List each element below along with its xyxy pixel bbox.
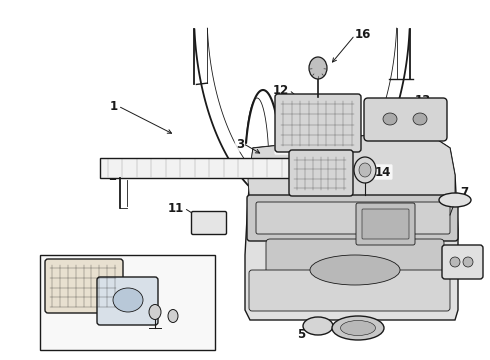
- FancyBboxPatch shape: [45, 259, 123, 313]
- Text: 2: 2: [108, 171, 116, 184]
- Ellipse shape: [303, 317, 333, 335]
- Text: 1: 1: [110, 99, 118, 112]
- FancyBboxPatch shape: [247, 195, 458, 241]
- Ellipse shape: [168, 310, 178, 323]
- Text: 12: 12: [273, 84, 289, 96]
- Ellipse shape: [341, 320, 375, 336]
- FancyBboxPatch shape: [97, 277, 158, 325]
- FancyBboxPatch shape: [362, 209, 409, 239]
- FancyBboxPatch shape: [192, 211, 226, 234]
- FancyBboxPatch shape: [364, 98, 447, 141]
- Text: 6: 6: [352, 328, 360, 341]
- Ellipse shape: [332, 316, 384, 340]
- Ellipse shape: [113, 288, 143, 312]
- Text: 13: 13: [415, 94, 431, 107]
- Ellipse shape: [439, 193, 471, 207]
- FancyBboxPatch shape: [266, 239, 444, 302]
- Ellipse shape: [149, 305, 161, 320]
- FancyBboxPatch shape: [289, 150, 353, 196]
- Ellipse shape: [413, 113, 427, 125]
- FancyBboxPatch shape: [249, 270, 450, 311]
- Ellipse shape: [450, 257, 460, 267]
- FancyBboxPatch shape: [100, 158, 333, 178]
- Text: 5: 5: [297, 328, 305, 341]
- Text: 8: 8: [462, 247, 470, 260]
- Ellipse shape: [463, 257, 473, 267]
- Ellipse shape: [310, 255, 400, 285]
- Ellipse shape: [359, 163, 371, 177]
- FancyBboxPatch shape: [275, 94, 361, 152]
- FancyBboxPatch shape: [256, 202, 450, 234]
- Text: 11: 11: [168, 202, 184, 215]
- Text: 14: 14: [375, 166, 392, 179]
- Polygon shape: [245, 135, 458, 320]
- Ellipse shape: [354, 157, 376, 183]
- Ellipse shape: [309, 57, 327, 79]
- Bar: [40, 255, 215, 350]
- FancyBboxPatch shape: [356, 203, 415, 245]
- Text: 15: 15: [275, 140, 292, 153]
- FancyBboxPatch shape: [442, 245, 483, 279]
- Text: 9: 9: [82, 255, 90, 267]
- Ellipse shape: [383, 113, 397, 125]
- Text: 16: 16: [355, 28, 371, 41]
- Text: 10: 10: [74, 303, 90, 316]
- Text: 3: 3: [236, 138, 244, 150]
- Polygon shape: [248, 135, 455, 205]
- Text: 7: 7: [460, 185, 468, 198]
- Text: 4: 4: [385, 201, 393, 213]
